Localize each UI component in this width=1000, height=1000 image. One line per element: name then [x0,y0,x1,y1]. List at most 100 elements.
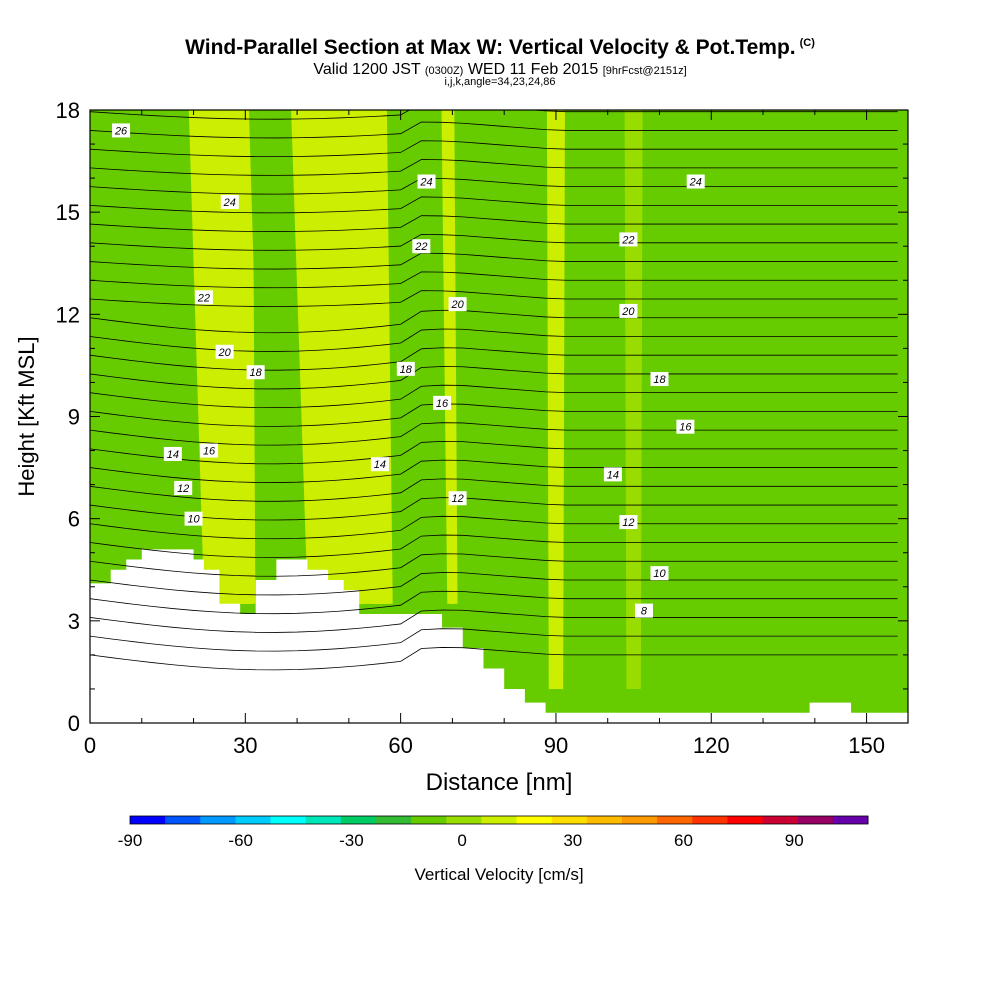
theta-line [90,140,898,158]
theta-label: 16 [203,446,216,458]
colorbar-swatch [516,816,553,824]
theta-line [90,497,898,521]
colorbar-swatch [446,816,482,824]
theta-line [90,215,898,232]
vv-contour [546,110,565,689]
y-tick-label: 18 [56,98,80,123]
x-tick-label: 0 [84,733,96,758]
theta-label: 22 [621,234,634,246]
theta-line [90,347,898,371]
theta-line [90,647,898,671]
colorbar-tick-label: -60 [228,831,253,850]
colorbar-swatch [692,816,728,824]
vv-contour [291,110,370,604]
x-tick-label: 30 [233,733,257,758]
theta-label: 20 [217,347,231,359]
theta-line [90,572,898,596]
colorbar-tick-label: 0 [457,831,466,850]
theta-label-bg [433,395,452,410]
theta-label-bg [246,365,265,380]
theta-label-bg [619,303,638,318]
y-tick-label: 6 [68,507,80,532]
theta-label-bg [370,457,389,472]
colorbar-swatch [797,816,834,824]
theta-label: 12 [622,517,634,529]
y-tick-label: 3 [68,609,80,634]
vv-band-7 [546,110,565,689]
chart-title: Wind-Parallel Section at Max W: Vertical… [0,36,1000,60]
theta-label-bg [220,194,239,209]
colorbar-swatch [305,816,342,824]
colorbar-swatch [165,816,201,824]
colorbar-tick-label: -30 [339,831,364,850]
theta-line [90,478,898,502]
colorbar-swatch [551,816,588,824]
x-tick-label: 120 [693,733,730,758]
colorbar-swatch [411,816,447,824]
theta-line [90,403,898,427]
theta-label-bg [200,443,219,458]
theta-line [90,459,898,483]
theta-label: 16 [679,422,692,434]
theta-line [90,515,898,540]
valid-time-line: Valid 1200 JST (0300Z) WED 11 Feb 2015 [… [0,61,1000,79]
theta-line [90,534,898,558]
vv-contour [728,110,747,689]
theta-label: 14 [607,469,619,481]
theta-label-bg [634,603,653,618]
theta-label-bg [603,467,622,482]
colorbar-swatch [200,816,236,824]
valid-main: Valid 1200 JST [313,61,421,78]
theta-line [90,196,898,214]
vv-band-4 [354,110,393,604]
colorbar-swatch [340,816,377,824]
theta-label-bg [619,232,638,247]
colorbar-tick-label: -90 [118,831,143,850]
theta-label-bg [396,361,415,376]
theta-label-bg [448,491,467,506]
theta-line [90,271,898,289]
x-axis: 0 30 60 90 120 150 Distance [nm] [84,110,885,796]
theta-label: 18 [400,364,413,376]
theta-label: 18 [250,367,263,379]
vv-contour [831,110,850,689]
theta-label: 16 [436,398,449,410]
vv-contour [354,110,393,604]
y-tick-label: 15 [56,200,80,225]
y-tick-label: 9 [68,405,80,430]
theta-label: 24 [689,177,702,189]
y-axis-label: Height [Kft MSL] [14,336,39,496]
theta-label: 12 [451,493,463,505]
y-axis: 0 3 6 9 12 15 18 Height [Kft MSL] [14,98,908,736]
theta-label-bg [112,123,131,138]
colorbar-swatch [481,816,518,824]
theta-label: 10 [653,568,666,580]
theta-labels: 26 24 24 24 22 22 22 20 20 20 18 18 18 16 16 16 14 14 14 12… [112,123,705,618]
theta-label-bg [650,372,669,387]
theta-label-bg [619,515,638,530]
theta-label-bg [163,446,182,461]
theta-line [90,252,898,270]
theta-label-bg [448,297,467,312]
vv-band-10 [831,110,850,689]
theta-label-bg [417,174,436,189]
colorbar-tick-label: 90 [785,831,804,850]
y-tick-label: 12 [56,302,80,327]
colorbar-swatch [586,816,623,824]
colorbar-tick-label: 60 [674,831,693,850]
theta-label: 26 [114,125,128,137]
chart-title-text: Wind-Parallel Section at Max W: Vertical… [185,36,796,59]
colorbar-swatch [130,816,166,824]
theta-line [90,309,898,334]
colorbar-label: Vertical Velocity [cm/s] [414,865,583,884]
theta-label: 14 [167,449,179,461]
x-tick-label: 150 [848,733,885,758]
theta-line [90,177,898,195]
vv-contour [624,110,643,689]
colorbar-tick-label: 30 [563,831,582,850]
vv-band-2 [248,110,310,604]
valid-utc: (0300Z) [424,65,464,77]
colorbar-swatch [270,816,307,824]
vv-band-3 [291,110,370,604]
vv-band-6 [441,110,458,604]
